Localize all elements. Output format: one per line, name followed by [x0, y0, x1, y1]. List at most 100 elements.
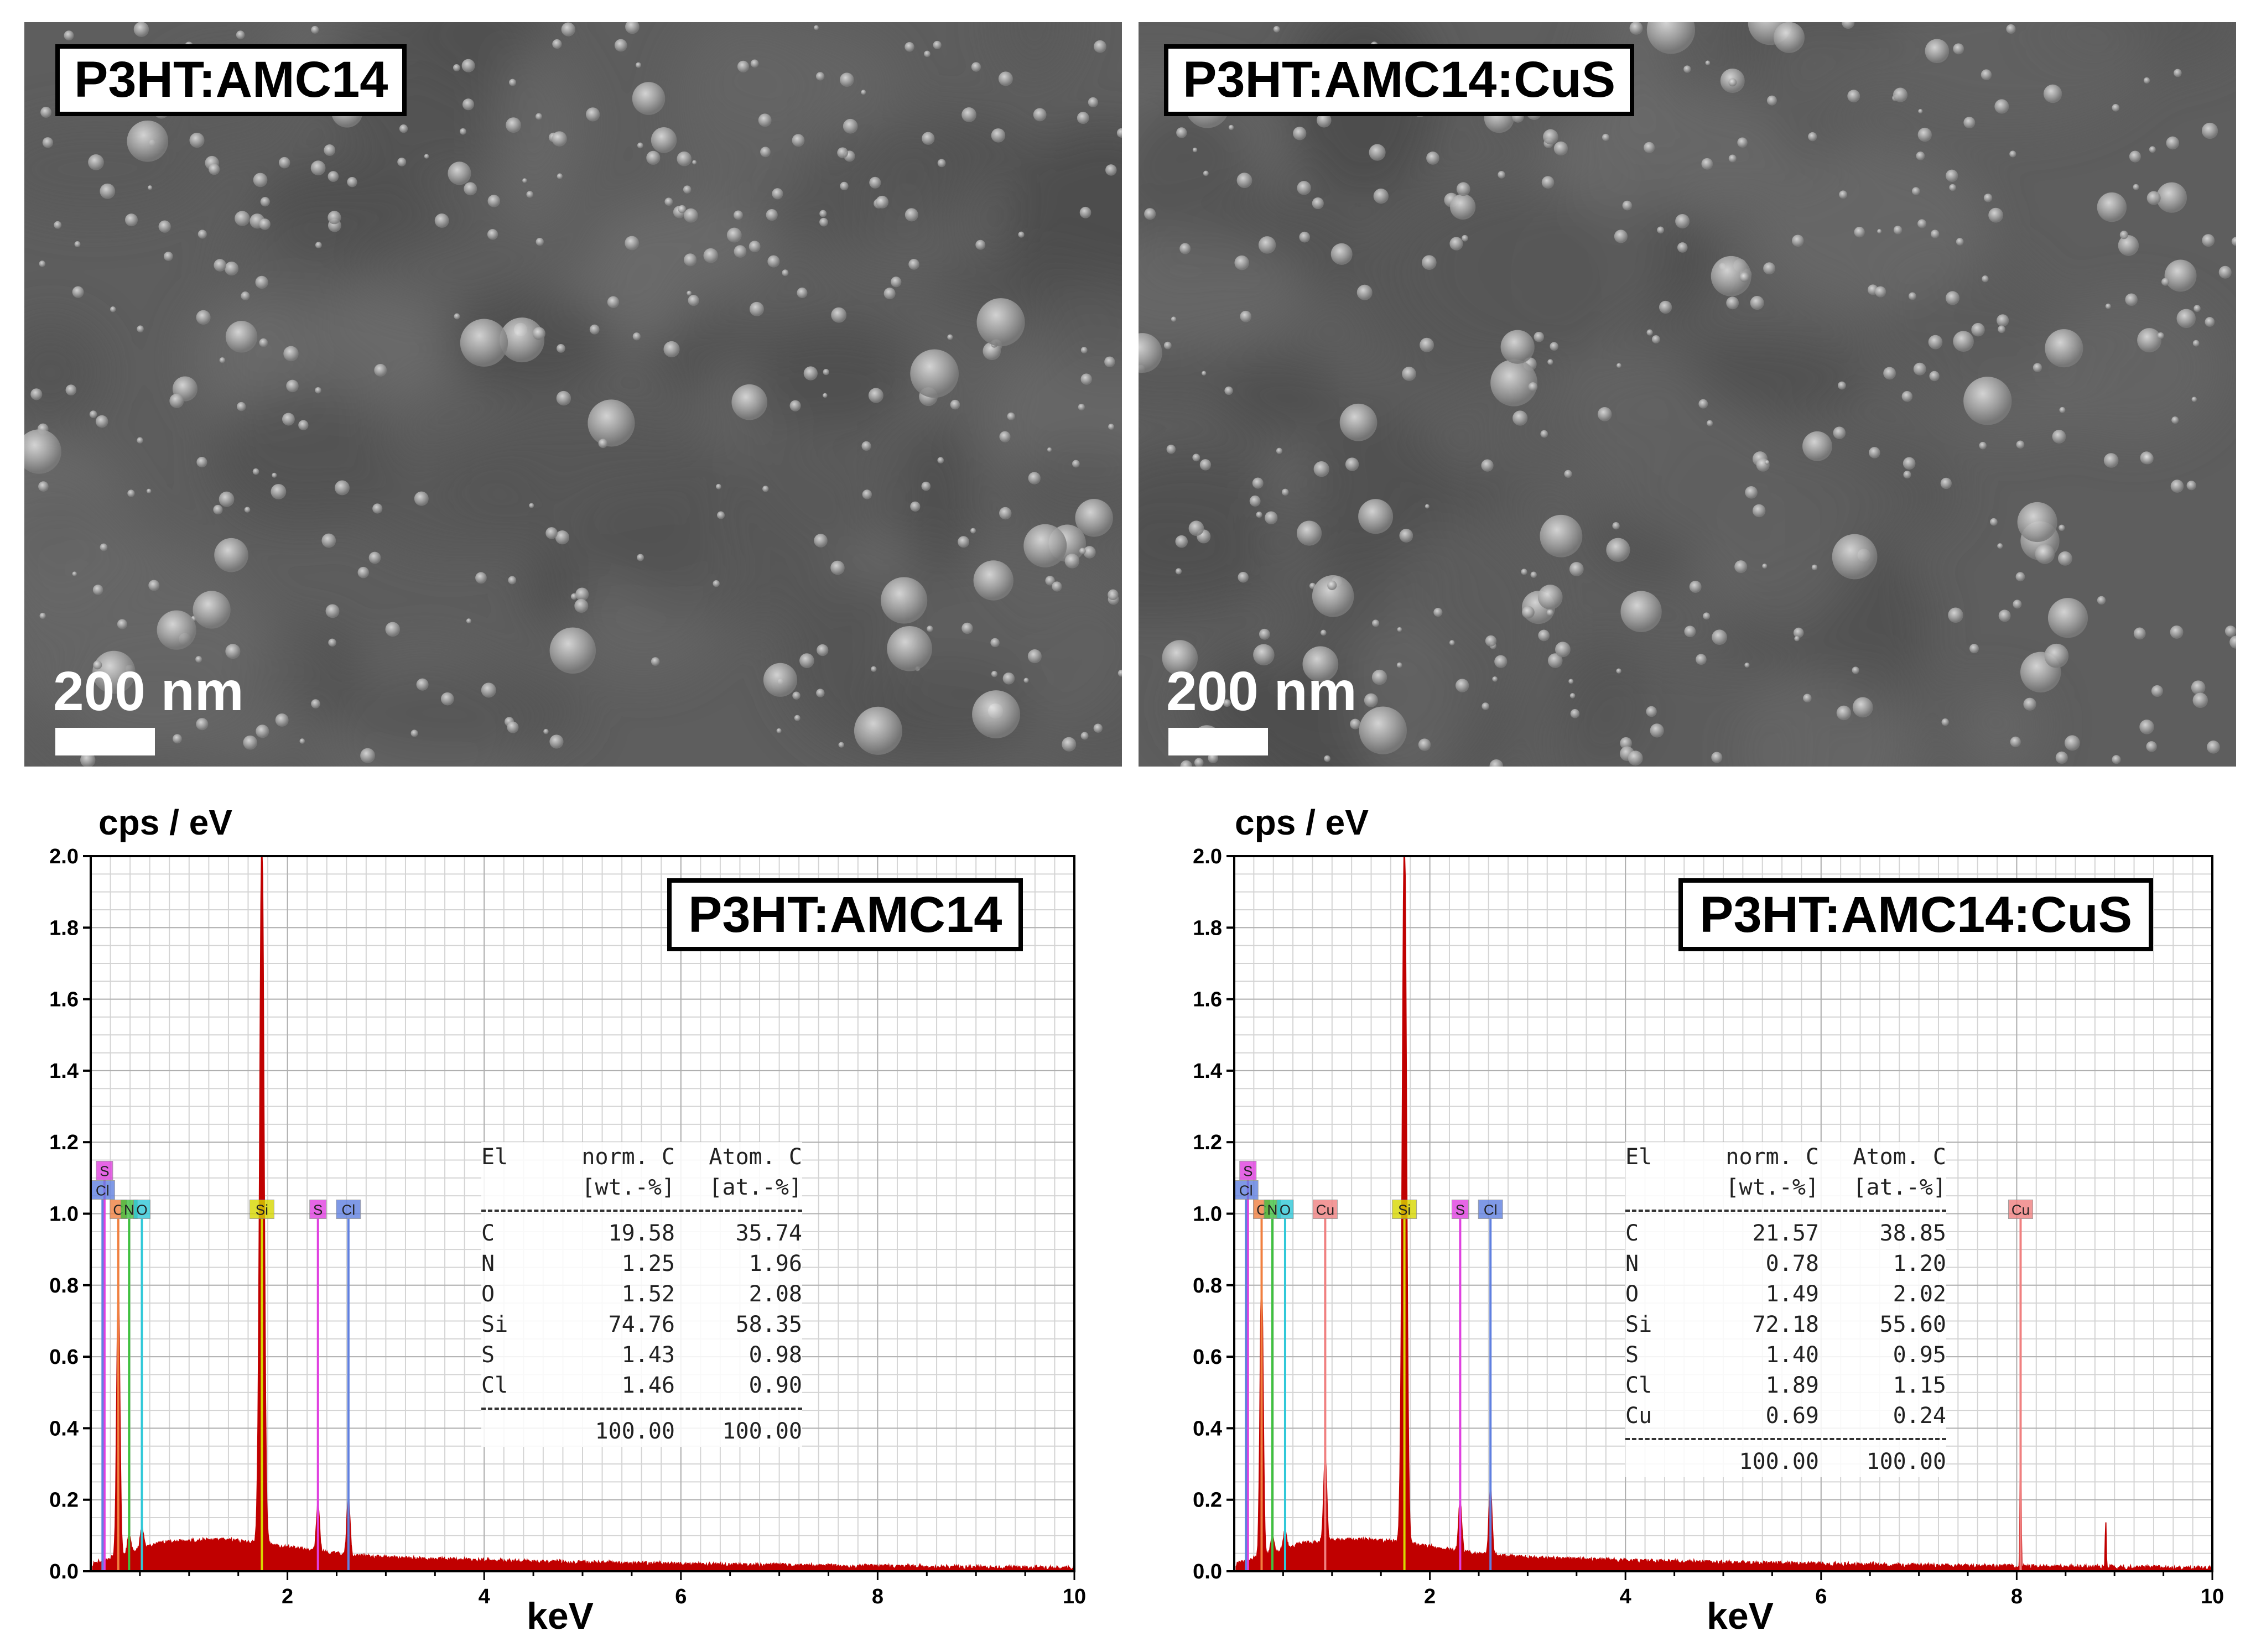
sem-texture	[24, 22, 1122, 767]
table-row: C 21.57 38.85	[1625, 1221, 1946, 1246]
x-axis-unit-label: keV	[1707, 1595, 1774, 1637]
table-total-row: 100.00 100.00	[1739, 1449, 1947, 1474]
x-axis-ticks: 2 4 6 8 10	[139, 1571, 1086, 1608]
svg-text:Si: Si	[1398, 1202, 1411, 1218]
composition-table: El norm. C Atom. C [wt.-%] [at.-%] C 19.58 35.7…	[481, 1142, 802, 1447]
table-row: Cl 1.89 1.15	[1625, 1373, 1946, 1398]
scale-bar-text: 200 nm	[1166, 660, 1357, 722]
svg-text:S: S	[1456, 1202, 1465, 1218]
svg-text:O: O	[1280, 1202, 1291, 1218]
table-header: El norm. C Atom. C	[1625, 1144, 1946, 1170]
sem-image-right: P3HT:AMC14:CuS 200 nm	[1139, 22, 2236, 767]
element-tag: Cu	[2008, 1200, 2033, 1219]
y-tick-label: 1.8	[49, 916, 79, 940]
svg-text:S: S	[313, 1202, 323, 1218]
table-row: S 1.40 0.95	[1625, 1342, 1946, 1368]
element-tag: Cu	[1312, 1200, 1338, 1219]
sem-image-left: P3HT:AMC14 200 nm	[24, 22, 1122, 767]
x-tick-label: 6	[675, 1585, 687, 1608]
y-tick-label: 0.2	[49, 1489, 79, 1512]
svg-text:Cl: Cl	[96, 1182, 110, 1199]
composition-table: El norm. C Atom. C [wt.-%] [at.-%] C 21.57 38.8…	[1625, 1142, 1946, 1477]
scale-bar-text: 200 nm	[53, 660, 244, 722]
spectrum-series	[1235, 856, 2213, 1572]
svg-text:N: N	[1267, 1202, 1278, 1218]
table-row: Si 72.18 55.60	[1625, 1312, 1946, 1337]
y-tick-label: 1.4	[49, 1060, 79, 1083]
table-row: N 1.25 1.96	[481, 1251, 802, 1276]
sem-texture	[1139, 22, 2236, 767]
x-tick-label: 8	[2011, 1585, 2023, 1608]
element-tag: Cl	[336, 1200, 361, 1219]
scale-bar	[55, 728, 155, 755]
y-tick-label: 0.2	[1193, 1489, 1222, 1512]
svg-text:Cl: Cl	[1239, 1182, 1253, 1199]
table-divider	[481, 1408, 802, 1410]
y-tick-label: 2.0	[49, 845, 79, 868]
table-total-row: 100.00 100.00	[595, 1419, 803, 1444]
y-tick-label: 0.8	[49, 1274, 79, 1297]
x-axis-unit-label: keV	[527, 1595, 594, 1637]
x-tick-label: 2	[282, 1585, 293, 1608]
table-divider	[1625, 1210, 1946, 1212]
svg-text:Cu: Cu	[2011, 1202, 2030, 1218]
table-row: Si 74.76 58.35	[481, 1312, 802, 1337]
x-tick-label: 6	[1815, 1585, 1827, 1608]
element-tag: O	[133, 1200, 150, 1219]
sem-particles	[24, 22, 1122, 767]
table-subheader: [wt.-%] [at.-%]	[1725, 1175, 1946, 1200]
table-subheader: [wt.-%] [at.-%]	[581, 1175, 802, 1200]
y-axis-ticks: 0.0 0.2 0.4 0.6 0.8 1.0 1.2 1.4 1.6 1.8 2.0	[1193, 845, 1234, 1583]
element-tag: Cl	[1233, 1180, 1259, 1200]
scale-bar	[1168, 728, 1268, 755]
element-tag: Cl	[90, 1180, 115, 1200]
y-tick-label: 1.0	[49, 1203, 79, 1226]
spectrum-series	[92, 856, 1075, 1572]
y-axis-unit-label: cps / eV	[1235, 802, 1369, 842]
spectrum-sample-label: P3HT:AMC14	[667, 878, 1023, 951]
svg-text:S: S	[1243, 1163, 1252, 1180]
x-axis-ticks: 2 4 6 8 10	[1282, 1571, 2224, 1608]
x-tick-label: 4	[479, 1585, 490, 1608]
y-tick-label: 1.6	[1193, 988, 1222, 1012]
y-axis-unit-label: cps / eV	[98, 802, 232, 842]
y-tick-label: 0.0	[1193, 1560, 1222, 1583]
table-row: O 1.49 2.02	[1625, 1281, 1946, 1307]
element-tag: Si	[249, 1200, 274, 1219]
table-row: N 0.78 1.20	[1625, 1251, 1946, 1276]
eds-spectrum-left: S Cl C N O Si S Cl 0.0 0.2 0.4 0.6 0.8 1.0 1.2 1.4 1.6 1.…	[0, 785, 1129, 1648]
y-axis-ticks: 0.0 0.2 0.4 0.6 0.8 1.0 1.2 1.4 1.6 1.8 2.0	[49, 845, 91, 1583]
table-row: Cu 0.69 0.24	[1625, 1403, 1946, 1429]
element-tag: O	[1276, 1200, 1294, 1219]
table-row: O 1.52 2.08	[481, 1281, 802, 1307]
y-tick-label: 2.0	[1193, 845, 1222, 868]
y-tick-label: 0.8	[1193, 1274, 1222, 1297]
table-divider	[481, 1210, 802, 1212]
svg-text:Cl: Cl	[1484, 1202, 1498, 1218]
element-tag: S	[1239, 1161, 1257, 1180]
x-tick-label: 10	[2201, 1585, 2224, 1608]
y-tick-label: 0.4	[1193, 1417, 1222, 1440]
x-tick-label: 10	[1063, 1585, 1086, 1608]
element-tag: S	[309, 1200, 327, 1219]
sem-sample-label: P3HT:AMC14:CuS	[1164, 44, 1635, 116]
table-row: Cl 1.46 0.90	[481, 1373, 802, 1398]
svg-text:N: N	[124, 1202, 134, 1218]
y-tick-label: 1.0	[1193, 1203, 1222, 1226]
y-tick-label: 1.2	[1193, 1131, 1222, 1154]
svg-text:O: O	[136, 1202, 147, 1218]
element-tag: S	[1451, 1200, 1469, 1219]
svg-text:S: S	[100, 1163, 109, 1180]
x-tick-label: 4	[1620, 1585, 1631, 1608]
x-tick-label: 8	[872, 1585, 883, 1608]
y-tick-label: 1.6	[49, 988, 79, 1012]
element-tag: Si	[1392, 1200, 1417, 1219]
y-tick-label: 0.6	[1193, 1346, 1222, 1369]
svg-text:Si: Si	[256, 1202, 268, 1218]
y-tick-label: 1.2	[49, 1131, 79, 1154]
spectrum-sample-label: P3HT:AMC14:CuS	[1678, 878, 2154, 951]
y-tick-label: 0.4	[49, 1417, 79, 1440]
y-tick-label: 0.6	[49, 1346, 79, 1369]
